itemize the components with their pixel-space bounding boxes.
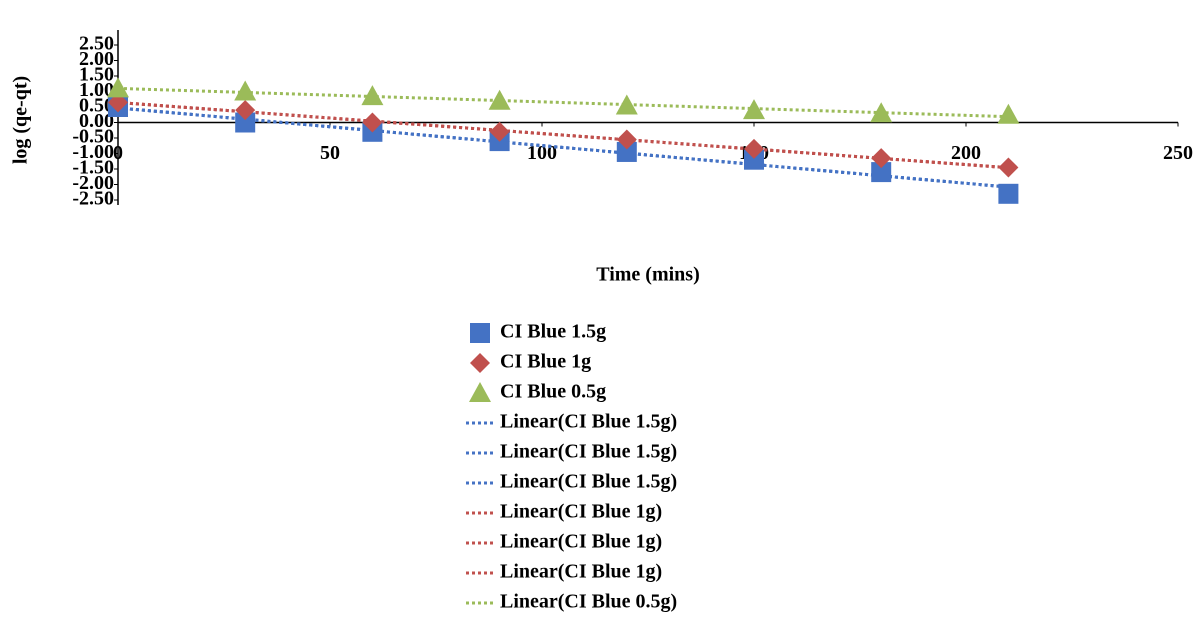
data-point <box>615 94 638 115</box>
data-point <box>743 99 765 120</box>
legend-label: CI Blue 0.5g <box>500 381 606 403</box>
y-tick-label: 2.00 <box>79 48 114 70</box>
data-point <box>744 138 764 159</box>
y-tick-label: 1.00 <box>79 79 114 101</box>
legend-label: Linear(CI Blue 1g) <box>500 531 662 553</box>
data-point <box>362 112 383 133</box>
legend-label: Linear(CI Blue 0.5g) <box>500 591 677 613</box>
data-point <box>744 149 764 170</box>
legend-marker <box>469 382 491 402</box>
y-tick-label: 2.50 <box>79 33 114 55</box>
data-point <box>616 141 637 162</box>
x-tick-label: 0 <box>113 142 123 164</box>
data-point <box>107 77 129 98</box>
data-point <box>235 112 256 133</box>
y-tick-label: 0.00 <box>79 110 114 132</box>
y-tick-label: -0.50 <box>72 126 114 148</box>
legend-marker <box>470 323 490 343</box>
data-point <box>488 89 511 110</box>
trendline <box>117 100 1009 170</box>
x-tick-label: 250 <box>1163 142 1193 164</box>
trendline <box>117 86 1009 119</box>
trendline <box>117 106 1009 189</box>
legend-label: Linear(CI Blue 1.5g) <box>500 441 677 463</box>
data-point <box>998 157 1019 178</box>
data-point <box>361 85 384 106</box>
y-tick-label: 0.50 <box>79 95 114 117</box>
legend-label: CI Blue 1.5g <box>500 321 606 343</box>
legend-label: Linear(CI Blue 1g) <box>500 561 662 583</box>
data-point <box>616 129 637 150</box>
data-point <box>235 100 256 121</box>
y-axis-title: log (qe-qt) <box>10 76 32 164</box>
x-tick-label: 50 <box>320 142 340 164</box>
y-tick-label: -1.00 <box>72 141 114 163</box>
data-point <box>234 80 257 101</box>
data-point <box>489 121 510 142</box>
x-axis-title: Time (mins) <box>596 264 700 286</box>
legend-label: Linear(CI Blue 1g) <box>500 501 662 523</box>
data-point <box>871 148 892 169</box>
y-tick-label: -2.50 <box>72 188 114 210</box>
x-tick-label: 200 <box>951 142 981 164</box>
data-point <box>871 162 892 183</box>
data-point <box>997 103 1020 124</box>
legend-label: CI Blue 1g <box>500 351 591 373</box>
legend-label: Linear(CI Blue 1.5g) <box>500 471 677 493</box>
legend-label: Linear(CI Blue 1.5g) <box>500 411 677 433</box>
data-point <box>998 183 1019 204</box>
data-point <box>870 102 893 123</box>
y-tick-label: -2.00 <box>72 172 114 194</box>
legend-marker <box>470 353 490 373</box>
y-tick-label: 1.50 <box>79 64 114 86</box>
y-tick-label: -1.50 <box>72 157 114 179</box>
